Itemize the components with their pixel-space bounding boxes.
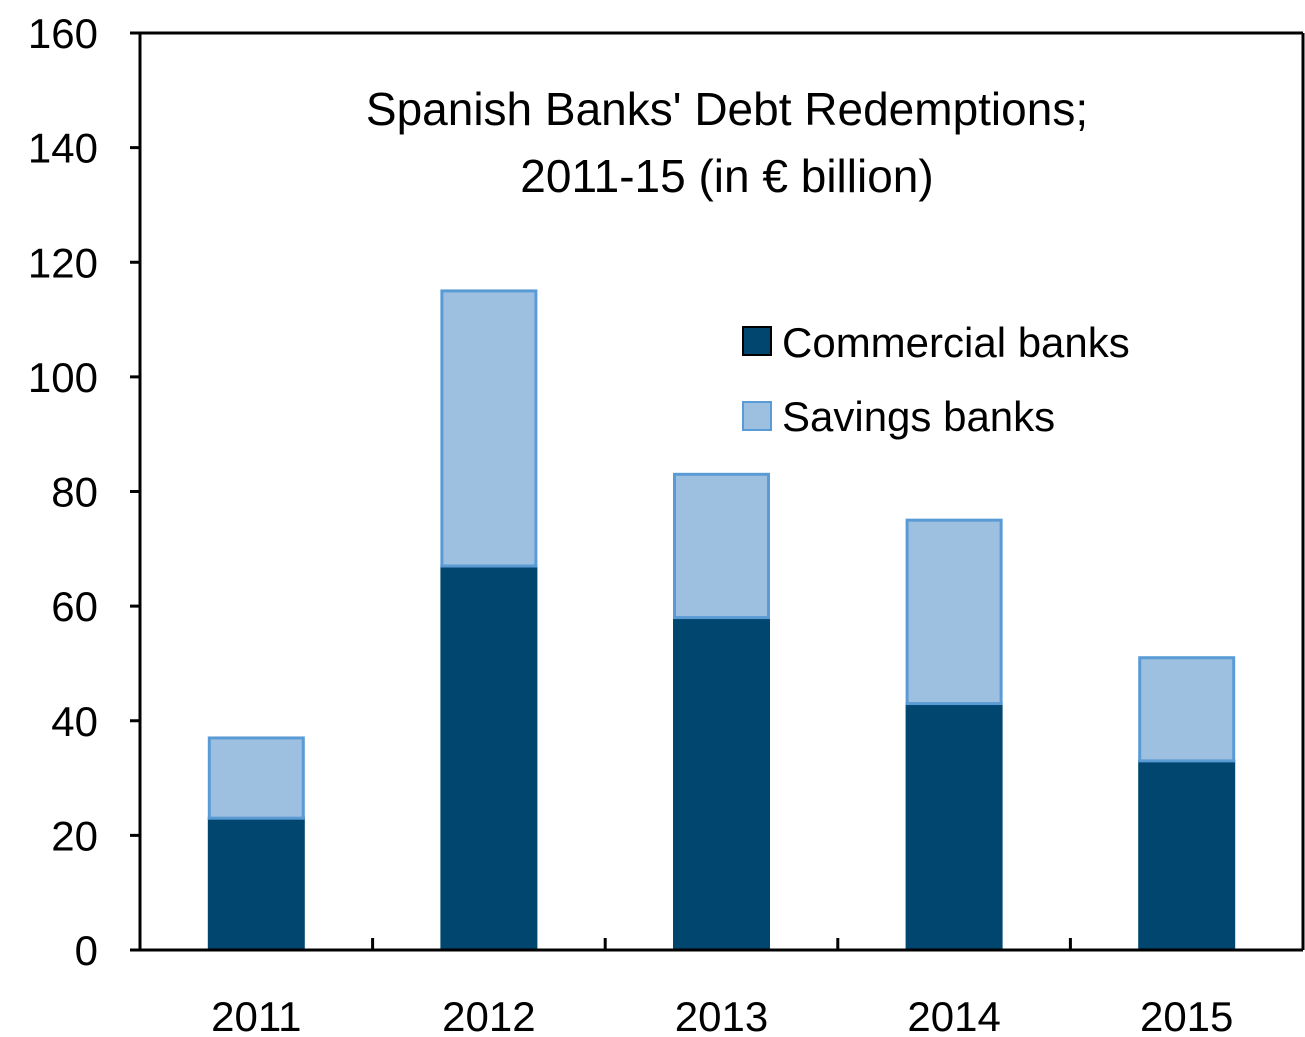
chart-subtitle: 2011-15 (in € billion) [520, 150, 933, 202]
bar-savings-banks-2012 [440, 289, 538, 568]
legend-swatch-savings-banks [742, 401, 772, 431]
bar-savings-banks-2014 [905, 518, 1003, 706]
x-tick-label-2014: 2014 [907, 993, 1000, 1037]
bars-layer [207, 289, 1236, 952]
y-tick-label-60: 60 [51, 583, 98, 630]
bar-commercial-banks-2014 [905, 702, 1003, 952]
x-tick-label-2013: 2013 [675, 993, 768, 1037]
legend: Commercial banks Savings banks [742, 319, 1130, 440]
x-tick-label-2015: 2015 [1140, 993, 1233, 1037]
legend-swatch-commercial-banks [742, 326, 772, 356]
chart-title: Spanish Banks' Debt Redemptions; [366, 83, 1088, 135]
bar-commercial-banks-2013 [673, 616, 770, 952]
y-tick-label-160: 160 [28, 10, 98, 57]
bar-commercial-banks-2011 [207, 816, 305, 952]
bar-commercial-banks-2015 [1138, 759, 1236, 952]
x-tick-label-2012: 2012 [442, 993, 535, 1037]
bar-savings-banks-2015 [1138, 656, 1236, 763]
y-tick-label-120: 120 [28, 239, 98, 286]
bar-savings-banks-2013 [673, 472, 770, 620]
legend-label-commercial-banks: Commercial banks [782, 319, 1130, 366]
tick-labels-layer: 0 20 40 60 80 100 120 140 160 2011 2012 2013 2014 201… [28, 10, 1233, 1037]
y-tick-label-140: 140 [28, 125, 98, 172]
bar-savings-banks-2011 [207, 736, 305, 820]
y-tick-label-20: 20 [51, 812, 98, 859]
y-tick-label-100: 100 [28, 354, 98, 401]
axes-layer [130, 31, 1305, 952]
y-tick-label-80: 80 [51, 469, 98, 516]
y-tick-label-40: 40 [51, 698, 98, 745]
bar-commercial-banks-2012 [440, 564, 538, 952]
legend-label-savings-banks: Savings banks [782, 393, 1055, 440]
y-tick-label-0: 0 [75, 927, 98, 974]
x-tick-label-2011: 2011 [211, 993, 301, 1037]
